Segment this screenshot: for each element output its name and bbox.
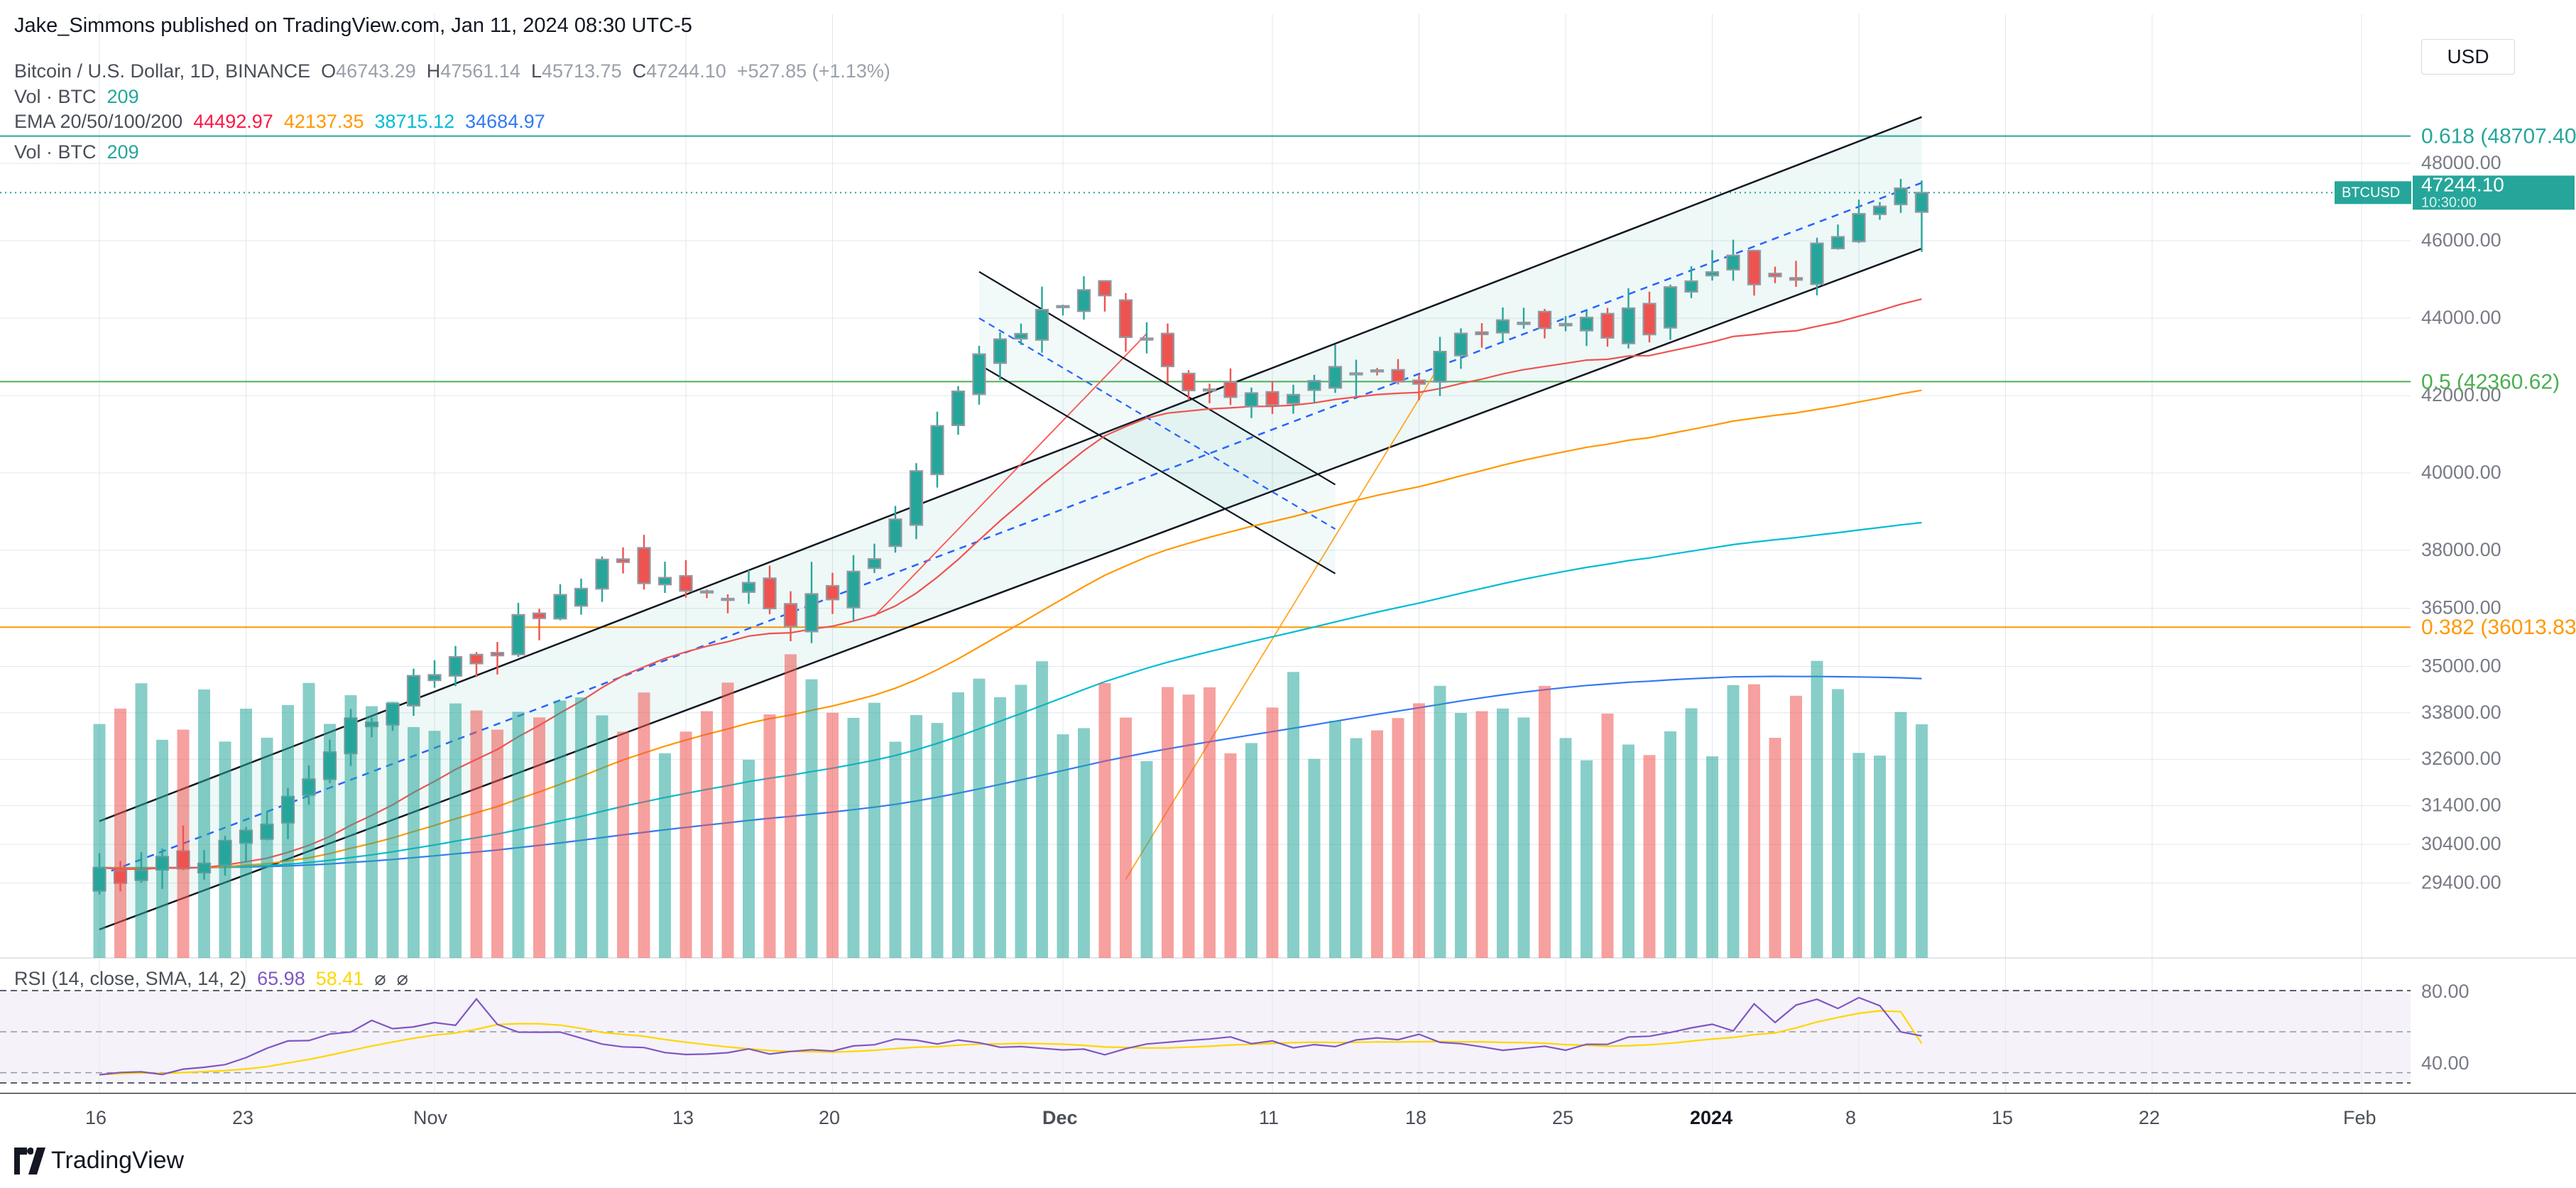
- svg-text:0.382 (36013.83): 0.382 (36013.83): [2421, 616, 2576, 639]
- svg-text:31400.00: 31400.00: [2421, 795, 2501, 816]
- svg-text:47244.10: 47244.10: [2421, 173, 2504, 195]
- svg-text:35000.00: 35000.00: [2421, 655, 2501, 677]
- svg-text:44000.00: 44000.00: [2421, 307, 2501, 328]
- svg-text:36500.00: 36500.00: [2421, 597, 2501, 618]
- svg-text:33800.00: 33800.00: [2421, 702, 2501, 723]
- svg-text:30400.00: 30400.00: [2421, 833, 2501, 854]
- svg-text:46000.00: 46000.00: [2421, 229, 2501, 251]
- svg-text:0.618 (48707.40): 0.618 (48707.40): [2421, 125, 2576, 148]
- svg-text:40.00: 40.00: [2421, 1052, 2469, 1074]
- svg-text:0.5 (42360.62): 0.5 (42360.62): [2421, 370, 2560, 393]
- svg-text:38000.00: 38000.00: [2421, 539, 2501, 560]
- svg-text:10:30:00: 10:30:00: [2421, 195, 2477, 210]
- svg-text:80.00: 80.00: [2421, 981, 2469, 1002]
- svg-text:BTCUSD: BTCUSD: [2342, 185, 2400, 200]
- svg-text:32600.00: 32600.00: [2421, 748, 2501, 769]
- svg-text:48000.00: 48000.00: [2421, 152, 2501, 173]
- svg-text:40000.00: 40000.00: [2421, 462, 2501, 483]
- svg-text:29400.00: 29400.00: [2421, 872, 2501, 893]
